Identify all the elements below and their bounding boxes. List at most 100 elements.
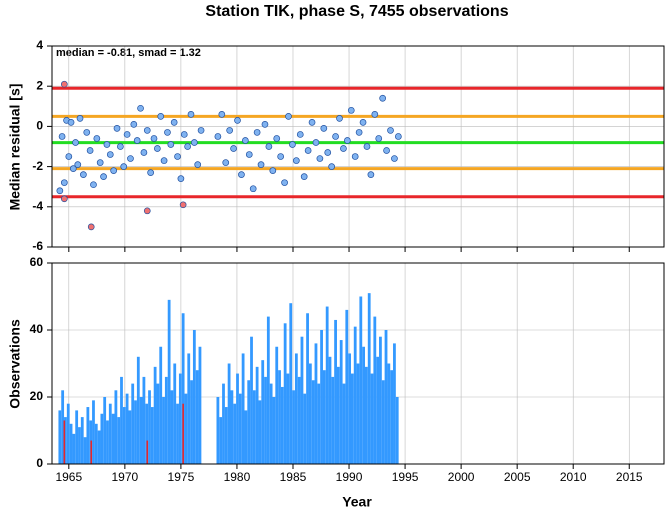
bar bbox=[176, 403, 179, 464]
bar bbox=[241, 353, 245, 464]
bar bbox=[322, 370, 326, 464]
bar bbox=[280, 386, 284, 464]
bar bbox=[184, 393, 188, 464]
data-point bbox=[174, 153, 181, 160]
bar bbox=[336, 366, 340, 464]
bar bbox=[69, 423, 73, 464]
x-tick-label: 2000 bbox=[448, 470, 475, 484]
data-point bbox=[269, 167, 277, 174]
data-point bbox=[67, 119, 75, 126]
bar bbox=[219, 417, 223, 464]
bar bbox=[387, 363, 391, 464]
bar bbox=[373, 316, 377, 464]
bar bbox=[283, 323, 287, 464]
bar bbox=[292, 390, 295, 464]
x-tick-label: 2015 bbox=[616, 470, 643, 484]
bar bbox=[153, 366, 157, 464]
data-point bbox=[76, 115, 84, 122]
bar bbox=[247, 380, 251, 464]
bar bbox=[90, 440, 93, 464]
bar bbox=[275, 346, 279, 464]
plot-frame bbox=[51, 262, 665, 465]
data-point bbox=[328, 163, 336, 170]
y-tick-label: 4 bbox=[36, 38, 43, 52]
bar bbox=[317, 383, 321, 464]
bar bbox=[311, 380, 315, 464]
bar bbox=[244, 410, 248, 464]
data-point bbox=[117, 143, 124, 150]
data-point bbox=[367, 171, 375, 178]
data-point bbox=[300, 173, 308, 180]
x-tick-label: 1980 bbox=[224, 470, 251, 484]
data-point bbox=[238, 171, 245, 178]
bar bbox=[345, 309, 349, 464]
bar bbox=[187, 353, 191, 464]
bar bbox=[97, 430, 101, 464]
plot-frame bbox=[51, 45, 665, 248]
data-point bbox=[127, 155, 134, 162]
bar bbox=[379, 336, 382, 464]
bar bbox=[320, 330, 323, 464]
y-axis-label: Observations bbox=[7, 319, 23, 409]
bar bbox=[350, 373, 354, 464]
data-point bbox=[371, 110, 379, 118]
x-tick-label: 1995 bbox=[392, 470, 419, 484]
data-point bbox=[90, 181, 97, 189]
data-point bbox=[170, 119, 178, 126]
data-point bbox=[344, 137, 351, 144]
data-point bbox=[359, 119, 367, 126]
bar bbox=[192, 330, 196, 464]
data-point bbox=[103, 141, 111, 148]
data-point bbox=[194, 161, 202, 168]
data-point bbox=[157, 112, 165, 120]
data-point bbox=[110, 167, 117, 174]
bar bbox=[294, 353, 298, 464]
bar bbox=[339, 340, 343, 464]
x-axis-label: Year bbox=[342, 494, 372, 510]
data-point bbox=[160, 157, 168, 164]
bar bbox=[308, 363, 312, 464]
data-point bbox=[93, 135, 101, 142]
data-point bbox=[242, 137, 249, 144]
data-point bbox=[316, 155, 324, 162]
x-tick-label: 1970 bbox=[112, 470, 139, 484]
data-point bbox=[191, 139, 198, 146]
bar bbox=[148, 390, 151, 464]
bar bbox=[367, 293, 371, 464]
y-tick-label: -2 bbox=[32, 159, 43, 173]
bar bbox=[269, 383, 273, 464]
data-point bbox=[72, 139, 79, 146]
data-point bbox=[147, 169, 154, 176]
data-point bbox=[60, 179, 68, 187]
y-tick-label: 20 bbox=[30, 389, 44, 403]
bar bbox=[120, 376, 123, 464]
data-point bbox=[245, 151, 253, 158]
bar bbox=[181, 313, 185, 464]
data-point bbox=[154, 145, 161, 152]
data-point bbox=[355, 129, 363, 136]
data-point bbox=[140, 149, 148, 156]
bar bbox=[278, 370, 281, 464]
data-point bbox=[137, 104, 144, 112]
data-point bbox=[123, 131, 131, 138]
bar bbox=[272, 397, 276, 464]
data-point bbox=[253, 129, 261, 136]
bar bbox=[162, 397, 165, 464]
bar bbox=[306, 313, 309, 464]
data-point bbox=[347, 106, 355, 114]
data-point bbox=[391, 155, 398, 162]
data-point bbox=[177, 175, 185, 183]
y-tick-label: 0 bbox=[36, 119, 43, 133]
bar bbox=[190, 380, 193, 464]
data-point bbox=[197, 127, 205, 134]
bar bbox=[131, 383, 135, 464]
x-tick-label: 1985 bbox=[280, 470, 307, 484]
bar bbox=[178, 373, 182, 464]
bar bbox=[146, 440, 149, 464]
data-point bbox=[230, 145, 237, 152]
bar bbox=[384, 330, 388, 464]
bar bbox=[342, 383, 346, 464]
bar bbox=[103, 397, 107, 464]
data-point bbox=[133, 137, 141, 144]
